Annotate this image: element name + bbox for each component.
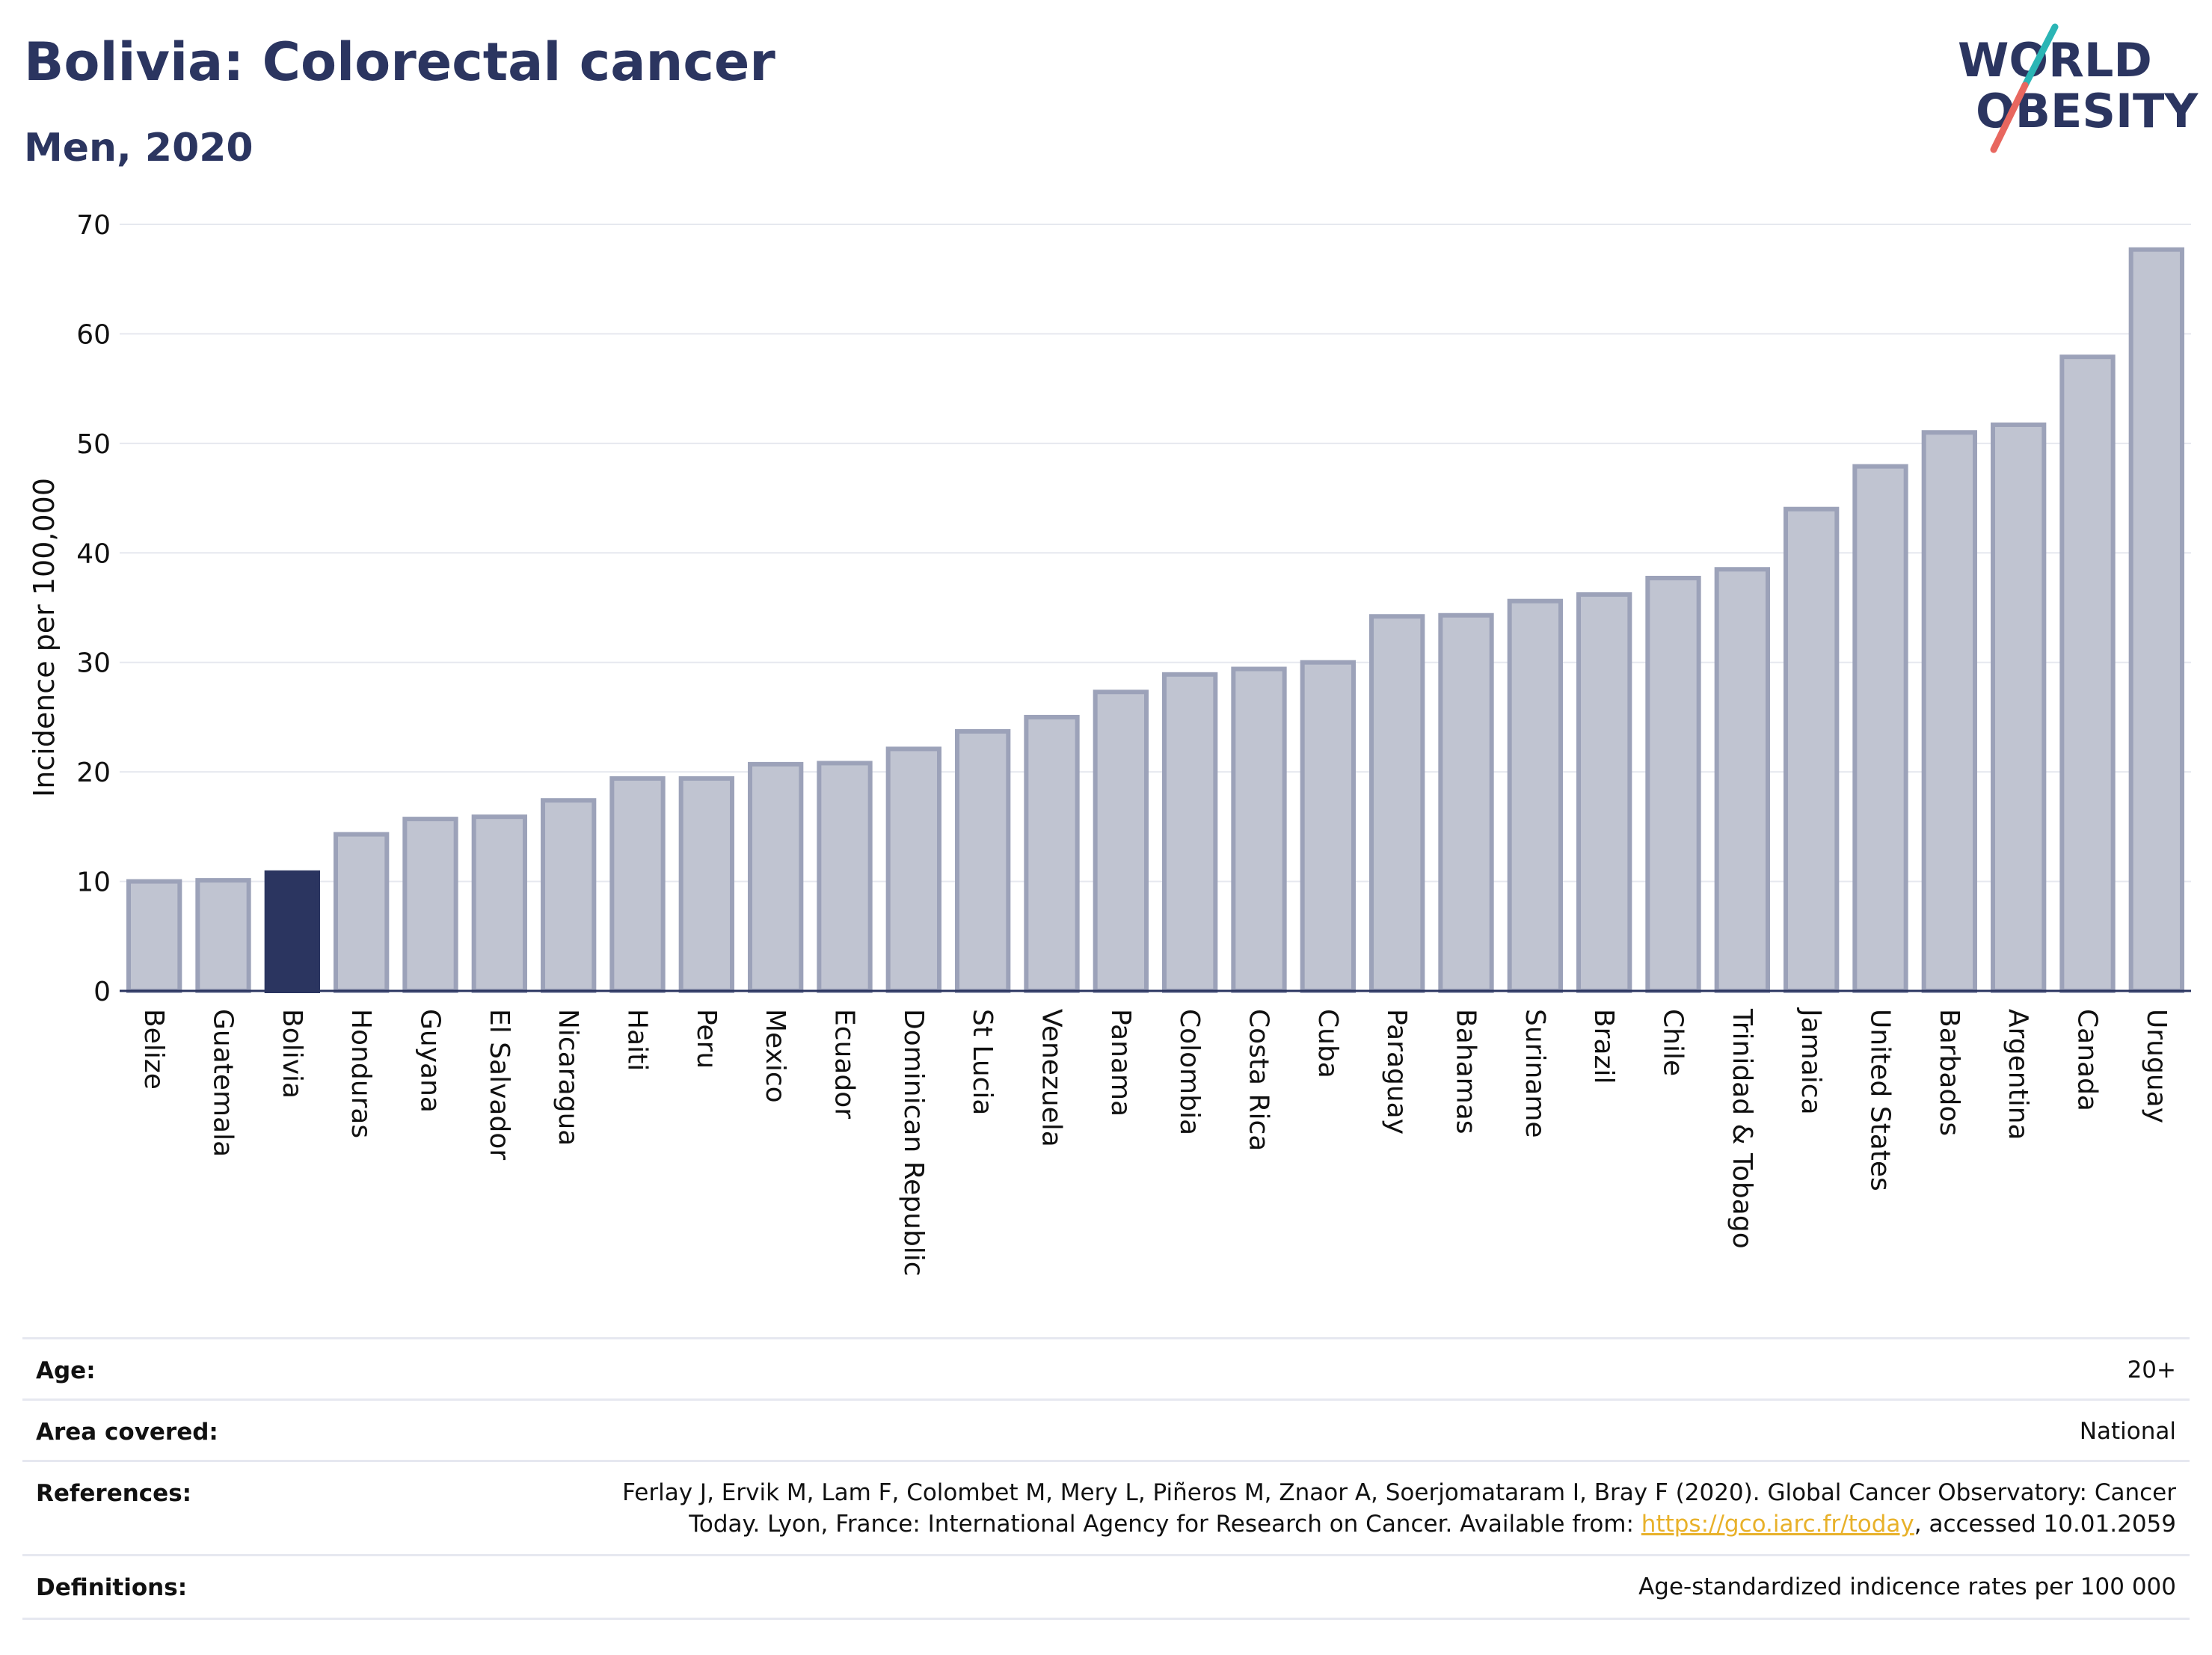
x-tick-label: Colombia: [1174, 1009, 1205, 1135]
y-axis-label: Incidence per 100,000: [28, 478, 61, 797]
world-obesity-logo: WORLD OBESITY: [1958, 23, 2199, 153]
x-tick-label: Canada: [2072, 1009, 2103, 1111]
x-tick-label: Costa Rica: [1244, 1009, 1274, 1151]
bar-colombia: [1162, 672, 1218, 993]
bar-ecuador: [817, 761, 873, 994]
x-tick-label: Panama: [1105, 1009, 1136, 1117]
x-tick-label: St Lucia: [967, 1009, 998, 1116]
x-tick-label: Uruguay: [2141, 1009, 2172, 1123]
x-tick-label: Haiti: [622, 1009, 653, 1071]
x-tick-label: Guatemala: [208, 1009, 239, 1157]
bar-jamaica: [1784, 506, 1840, 993]
x-tick-label: United States: [1865, 1009, 1896, 1191]
bar-barbados: [1921, 430, 1977, 993]
bar-honduras: [334, 832, 390, 994]
age-label: Age:: [36, 1357, 96, 1384]
x-tick-label: Dominican Republic: [898, 1009, 929, 1277]
y-tick-label: 70: [76, 210, 111, 241]
bars: [126, 247, 2184, 994]
age-value: 20+: [2127, 1357, 2176, 1384]
x-tick-label: Ecuador: [829, 1009, 860, 1119]
x-tick-label: El Salvador: [484, 1009, 514, 1160]
y-tick-label: 30: [76, 648, 111, 679]
x-tick-label: Belize: [138, 1009, 169, 1090]
references-line-2-text: Today. Lyon, France: International Agenc…: [689, 1511, 1641, 1538]
x-tick-label: Suriname: [1520, 1009, 1550, 1138]
y-tick-label: 20: [76, 758, 111, 788]
y-tick-label: 0: [93, 977, 111, 1007]
area-covered-label: Area covered:: [36, 1419, 218, 1446]
bar-cuba: [1300, 660, 1356, 993]
x-tick-label: Guyana: [415, 1009, 446, 1113]
bar-guyana: [402, 817, 458, 994]
y-tick-label: 10: [76, 868, 111, 898]
x-tick-label: Bahamas: [1451, 1009, 1481, 1134]
info-row-age: Age: 20+: [22, 1337, 2190, 1401]
definitions-value: Age-standardized indicence rates per 100…: [1638, 1573, 2176, 1600]
bar-paraguay: [1369, 614, 1425, 993]
x-tick-label: Chile: [1658, 1009, 1689, 1076]
bar-mexico: [748, 761, 804, 994]
references-link[interactable]: https://gco.iarc.fr/today: [1641, 1511, 1914, 1538]
y-tick-label: 40: [76, 538, 111, 569]
definitions-label: Definitions:: [36, 1574, 188, 1601]
x-tick-label: Jamaica: [1795, 1007, 1826, 1115]
references-line-1: Ferlay J, Ervik M, Lam F, Colombet M, Me…: [622, 1479, 2176, 1506]
x-tick-label: Mexico: [760, 1009, 790, 1103]
bar-peru: [678, 776, 734, 994]
bar-haiti: [609, 776, 666, 994]
info-row-references: References: Ferlay J, Ervik M, Lam F, Co…: [22, 1460, 2190, 1556]
logo-slash-teal: [2021, 23, 2059, 89]
references-line-2-suffix: , accessed 10.01.2059: [1914, 1511, 2176, 1538]
chart-subtitle: Men, 2020: [24, 126, 254, 171]
x-tick-label: Brazil: [1588, 1009, 1619, 1084]
bar-canada: [2059, 354, 2116, 993]
area-covered-value: National: [2079, 1418, 2176, 1445]
bar-brazil: [1576, 592, 1632, 993]
bar-st-lucia: [955, 728, 1011, 993]
bar-uruguay: [2128, 247, 2184, 993]
bar-guatemala: [195, 878, 251, 994]
x-tick-label: Cuba: [1312, 1009, 1343, 1078]
x-tick-label: Argentina: [2003, 1009, 2033, 1140]
bar-trinidad-tobago: [1714, 567, 1770, 993]
logo-slash-red: [1990, 82, 2029, 153]
y-tick-label: 60: [76, 319, 111, 350]
references-label: References:: [36, 1480, 192, 1507]
bar-panama: [1093, 690, 1149, 993]
bar-dominican-republic: [885, 746, 941, 994]
y-tick-label: 50: [76, 429, 111, 460]
logo-word-world: WORLD: [1958, 33, 2152, 87]
x-tick-label: Bolivia: [277, 1009, 307, 1099]
bar-costa-rica: [1231, 666, 1287, 993]
x-tick-label: Honduras: [345, 1009, 376, 1138]
bar-chart: 0 10 20 30 40 50 60 70 Belize Guatemala Bolivia Ho…: [28, 210, 2191, 1277]
bar-venezuela: [1024, 714, 1080, 994]
references-line-2: Today. Lyon, France: International Agenc…: [622, 1508, 2176, 1540]
bar-united-states: [1852, 464, 1908, 993]
bar-nicaragua: [541, 798, 597, 993]
chart-title: Bolivia: Colorectal cancer: [24, 31, 775, 93]
y-axis-ticks: 0 10 20 30 40 50 60 70: [76, 210, 111, 1007]
references-value: Ferlay J, Ervik M, Lam F, Colombet M, Me…: [622, 1477, 2176, 1540]
info-row-definitions: Definitions: Age-standardized indicence …: [22, 1554, 2190, 1620]
info-row-area: Area covered: National: [22, 1398, 2190, 1462]
bar-bolivia: [264, 870, 320, 994]
x-tick-label: Venezuela: [1036, 1009, 1067, 1147]
x-tick-label: Barbados: [1934, 1009, 1964, 1136]
bar-bahamas: [1438, 612, 1494, 993]
bar-belize: [126, 879, 182, 993]
bar-el-salvador: [471, 814, 527, 994]
x-tick-label: Trinidad & Tobago: [1727, 1008, 1757, 1249]
bar-argentina: [1991, 422, 2047, 993]
bar-chile: [1645, 575, 1701, 993]
x-tick-label: Peru: [691, 1009, 722, 1069]
x-tick-label: Nicaragua: [553, 1009, 583, 1146]
x-tick-label: Paraguay: [1381, 1009, 1412, 1134]
x-axis-labels: Belize Guatemala Bolivia Honduras Guyana El S…: [138, 1007, 2172, 1277]
bar-suriname: [1507, 598, 1563, 993]
